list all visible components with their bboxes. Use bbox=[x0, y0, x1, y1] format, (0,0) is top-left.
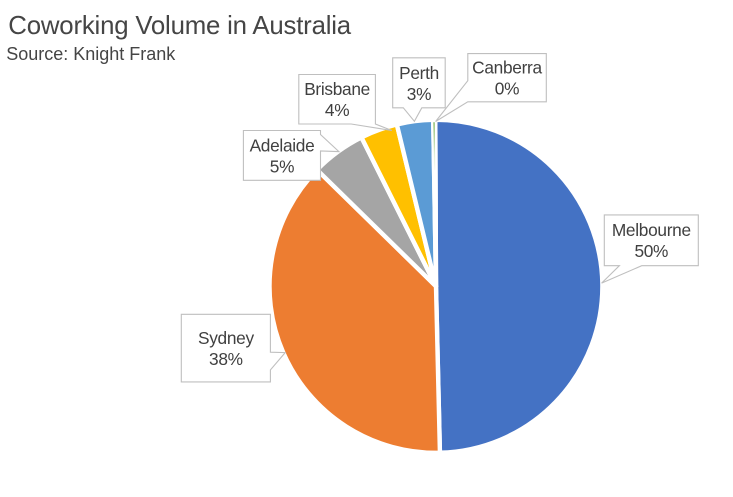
svg-text:Brisbane: Brisbane bbox=[304, 79, 370, 99]
svg-text:38%: 38% bbox=[209, 349, 243, 369]
svg-text:Canberra: Canberra bbox=[472, 58, 542, 78]
svg-text:50%: 50% bbox=[634, 241, 668, 261]
svg-text:Melbourne: Melbourne bbox=[612, 220, 691, 240]
svg-text:Perth: Perth bbox=[399, 63, 439, 83]
svg-text:5%: 5% bbox=[270, 156, 294, 176]
svg-text:4%: 4% bbox=[325, 100, 349, 120]
svg-text:0%: 0% bbox=[495, 79, 519, 99]
svg-text:3%: 3% bbox=[407, 84, 431, 104]
svg-text:Adelaide: Adelaide bbox=[250, 135, 315, 155]
svg-text:Sydney: Sydney bbox=[198, 328, 255, 348]
